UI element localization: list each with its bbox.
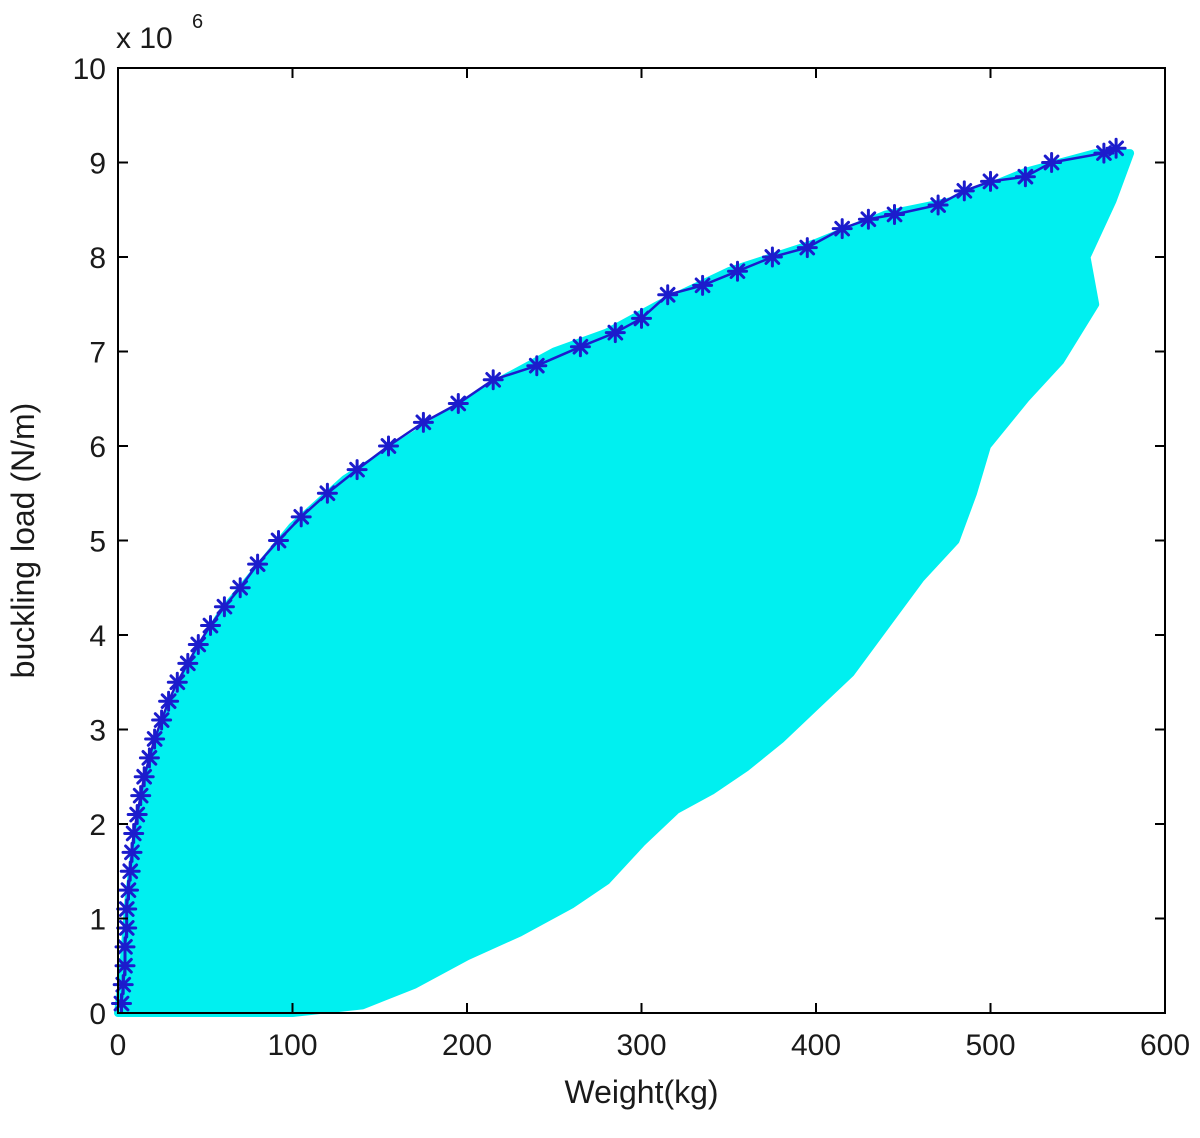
y-tick-label: 1 [89,904,106,937]
pareto-front-point [884,204,905,225]
pareto-front-point [119,860,141,882]
x-tick-label: 600 [1140,1029,1190,1062]
pareto-front-point [857,208,879,230]
pareto-front-point [657,284,679,306]
pareto-front-point [166,671,188,693]
x-tick-label: 300 [616,1029,666,1062]
x-axis-label: Weight(kg) [564,1074,718,1110]
pareto-front-point [138,747,160,769]
pareto-front-point [112,974,134,996]
pareto-front-point [187,634,209,655]
y-tick-label: 6 [89,431,106,464]
pareto-front-point [692,274,714,296]
x-tick-label: 200 [442,1029,492,1062]
x-tick-label: 100 [267,1029,317,1062]
pareto-front-point [177,652,199,674]
pareto-front-point [133,766,155,788]
x-axis-ticks: 0 100 200 300 400 500 600 [110,68,1190,1062]
pareto-front-point [980,170,1001,192]
pareto-front-point [1014,166,1036,188]
pareto-front-point [796,237,818,259]
y-tick-label: 4 [89,620,106,653]
pareto-front-point [130,785,152,807]
pareto-front-point [114,955,136,977]
y-axis-ticks: 0 1 2 3 4 5 6 7 8 9 10 [73,53,1165,1031]
pareto-front-point [247,553,269,575]
pareto-front-point [200,615,221,636]
y-tick-label: 0 [89,998,106,1031]
pareto-front-point [158,690,180,712]
pareto-front-point [1105,137,1127,159]
all-designs-region [114,149,1135,1017]
pareto-front-point [126,804,148,825]
pareto-front-point [1041,152,1063,173]
pareto-front-point [123,823,145,844]
pareto-front-series [111,137,1127,1014]
pareto-front-point [412,411,434,433]
y-tick-label: 9 [89,148,106,181]
pareto-front-point [118,879,139,901]
pareto-front-point [631,307,652,329]
x-tick-label: 500 [965,1029,1015,1062]
pareto-front-point [151,709,173,731]
pareto-front-point [111,993,132,1014]
pareto-front-point [447,393,469,414]
pareto-front-point [116,898,138,920]
y-tick-label: 8 [89,242,106,275]
pareto-front-point [316,482,338,504]
pareto-front-point [604,322,626,344]
x-tick-label: 0 [110,1029,127,1062]
pareto-front-point [569,336,591,358]
pareto-front-point [346,459,368,481]
y-tick-label: 7 [89,337,106,370]
y-scale-exponent: 6 [192,11,203,33]
pareto-front-point [268,530,289,551]
y-scale-factor: x 10 [116,22,173,55]
pareto-front-point [927,194,949,216]
pareto-front-point [1093,142,1115,164]
all-designs-cloud [114,149,1135,1017]
pareto-front-point [953,180,975,202]
pareto-front-point [144,728,166,750]
y-tick-label: 10 [73,53,106,86]
pareto-front-point [831,218,853,240]
y-tick-label: 2 [89,809,106,842]
pareto-front-point [378,435,399,457]
pareto-front-point [116,917,138,939]
y-tick-label: 3 [89,715,106,748]
pareto-front-point [727,260,748,282]
x-tick-label: 400 [791,1029,841,1062]
pareto-front-point [482,369,504,391]
pareto-front-point [213,596,235,618]
pareto-front-point [761,246,783,268]
pareto-front-point [290,506,312,528]
y-axis-label: buckling load (N/m) [5,403,41,679]
pareto-front-point [121,841,143,863]
pareto-front-point [229,577,251,599]
y-tick-label: 5 [89,526,106,559]
pareto-front-point [526,355,548,377]
